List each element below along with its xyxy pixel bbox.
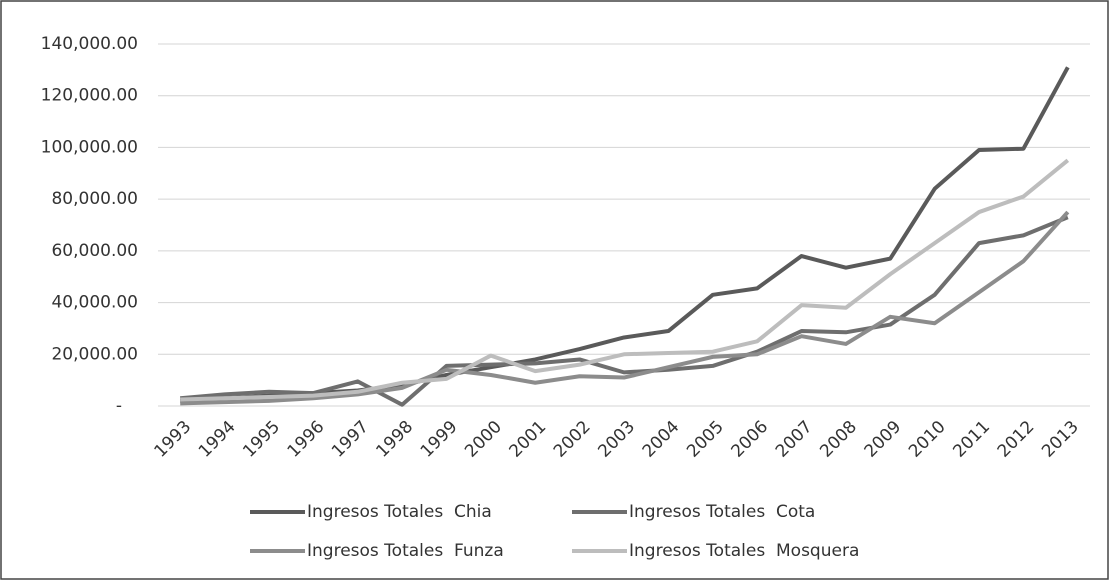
legend-label: Ingresos Totales Funza [307,541,504,561]
y-tick-label: 140,000.00 [41,34,138,54]
line-series [180,66,1070,403]
y-tick-label: 20,000.00 [51,344,138,364]
legend-label: Ingresos Totales Mosquera [629,541,859,561]
y-tick-label: 120,000.00 [41,86,138,106]
y-tick-label: 80,000.00 [51,189,138,209]
y-tick-label: 100,000.00 [41,137,138,157]
legend-label: Ingresos Totales Cota [629,502,815,522]
legend-label: Ingresos Totales Chia [307,502,492,522]
line-series [180,215,1069,407]
y-tick-label: - [116,396,122,416]
y-tick-label: 60,000.00 [51,241,138,261]
line-series [180,158,1070,402]
line-series [180,210,1070,406]
y-tick-label: 40,000.00 [51,293,138,313]
